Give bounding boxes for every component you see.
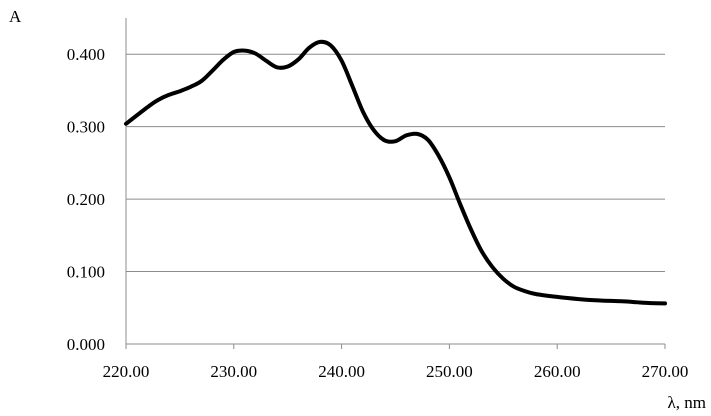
x-axis-label: λ, nm (668, 393, 706, 412)
x-tick-labels: 220.00 230.00 240.00 250.00 260.00 270.00 (103, 362, 689, 381)
x-tick-label: 230.00 (210, 362, 257, 381)
x-tick-label: 250.00 (426, 362, 473, 381)
y-axis-label: A (9, 7, 22, 26)
y-tick-label: 0.400 (67, 45, 105, 64)
y-tick-labels: 0.000 0.100 0.200 0.300 0.400 (67, 45, 105, 354)
y-tick-label: 0.000 (67, 335, 105, 354)
x-tick-label: 220.00 (103, 362, 150, 381)
y-tick-label: 0.300 (67, 118, 105, 137)
x-tick-label: 240.00 (318, 362, 365, 381)
y-tick-label: 0.100 (67, 263, 105, 282)
y-tick-label: 0.200 (67, 190, 105, 209)
gridlines (126, 53, 665, 273)
axes (125, 18, 666, 349)
x-tick-label: 260.00 (534, 362, 581, 381)
absorbance-series-line (124, 39, 667, 306)
series-group (124, 39, 667, 306)
x-tick-label: 270.00 (642, 362, 689, 381)
